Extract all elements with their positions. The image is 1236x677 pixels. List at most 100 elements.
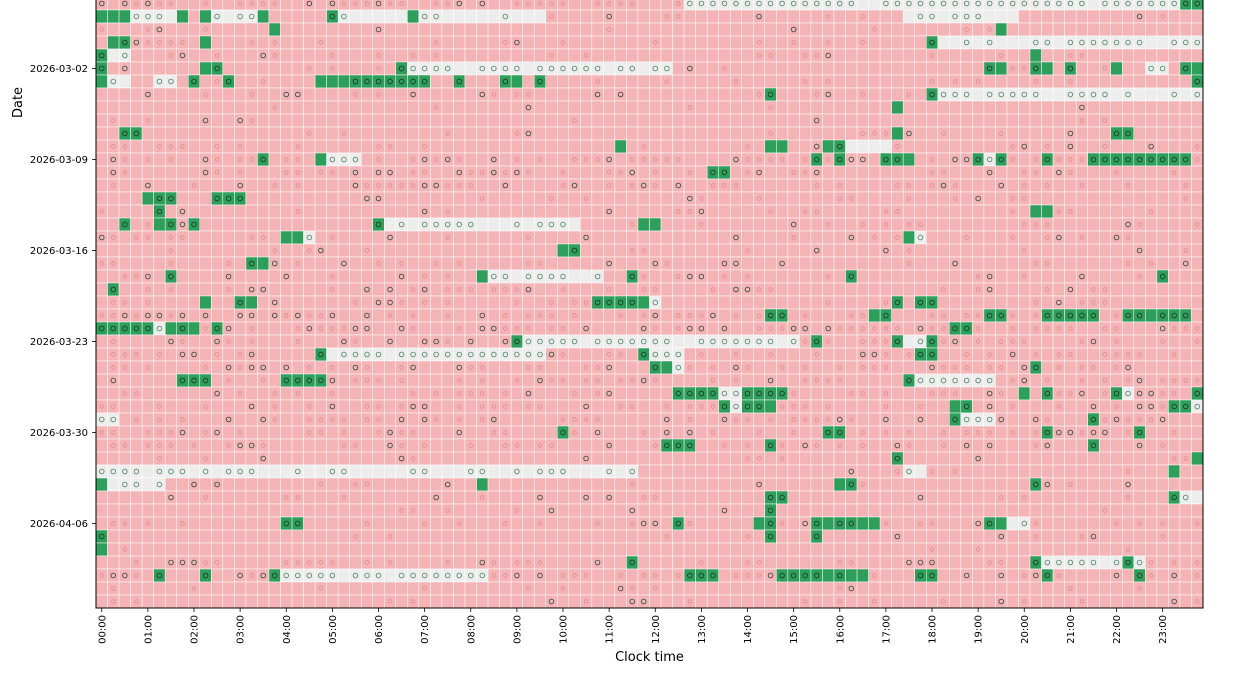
heatmap-cell: [360, 516, 374, 531]
heatmap-cell: [660, 165, 673, 180]
heatmap-cell: [199, 334, 212, 349]
cell-marker: [1067, 130, 1074, 137]
heatmap-cell: [1018, 87, 1031, 102]
heatmap-cell: [706, 308, 719, 323]
heatmap-cell: [891, 308, 904, 323]
heatmap-cell: [453, 529, 466, 544]
heatmap-cell: [141, 373, 154, 388]
heatmap-cell: [695, 178, 708, 193]
heatmap-cell: [949, 529, 962, 544]
heatmap-cell: [983, 217, 996, 232]
heatmap-cell: [672, 126, 685, 141]
heatmap-cell: [949, 503, 962, 518]
heatmap-cell: [729, 204, 742, 219]
heatmap-cell: [983, 74, 996, 89]
heatmap-cell: [1029, 321, 1042, 336]
heatmap-cell: [983, 542, 996, 557]
heatmap-cell: [914, 9, 927, 24]
heatmap-cell: [706, 451, 719, 466]
heatmap-cell: [510, 35, 523, 50]
heatmap-cell: [245, 178, 258, 193]
heatmap-cell: [1168, 204, 1181, 219]
heatmap-cell: [960, 438, 973, 453]
cell-marker: [1195, 144, 1200, 149]
cell-marker: [664, 65, 670, 72]
heatmap-cell: [407, 594, 420, 609]
heatmap-cell: [211, 516, 224, 531]
heatmap-cell: [914, 48, 927, 63]
cell-marker: [1056, 0, 1062, 7]
heatmap-cell: [580, 22, 593, 37]
heatmap-cell: [199, 178, 212, 193]
cell-marker: [203, 1, 208, 6]
heatmap-cell: [280, 321, 293, 336]
heatmap-cell: [568, 347, 581, 362]
heatmap-cell: [568, 165, 581, 180]
heatmap-cell: [384, 282, 397, 297]
heatmap-cell: [1006, 35, 1019, 50]
heatmap-cell: [107, 9, 120, 24]
cell-marker: [421, 182, 428, 189]
cell-marker: [1125, 156, 1131, 163]
heatmap-cell: [441, 178, 454, 193]
heatmap-cell: [1018, 217, 1031, 232]
heatmap-cell: [245, 438, 258, 453]
heatmap-cell: [1006, 100, 1019, 115]
heatmap-cell: [384, 256, 397, 271]
heatmap-cell: [1145, 581, 1158, 596]
heatmap-cell: [776, 386, 789, 401]
heatmap-cell: [453, 230, 466, 245]
heatmap-cell: [741, 230, 754, 245]
heatmap-cell: [580, 334, 593, 349]
heatmap-cell: [591, 308, 604, 323]
heatmap-cell: [384, 152, 397, 167]
heatmap-cell: [430, 243, 443, 258]
heatmap-cell: [983, 347, 996, 362]
heatmap-cell: [1191, 347, 1204, 362]
heatmap-cell: [222, 126, 235, 141]
heatmap-cell: [545, 269, 558, 284]
heatmap-cell: [753, 48, 766, 63]
heatmap-cell: [199, 61, 212, 76]
heatmap-cell: [476, 568, 489, 583]
heatmap-cell: [1018, 113, 1031, 128]
heatmap-cell: [314, 282, 327, 297]
heatmap-cell: [845, 451, 858, 466]
heatmap-cell: [729, 451, 742, 466]
heatmap-cell: [822, 438, 835, 453]
heatmap-cell: [453, 243, 466, 258]
heatmap-cell: [741, 425, 754, 440]
heatmap-cell: [1029, 282, 1042, 297]
cell-marker: [710, 169, 716, 176]
heatmap-cell: [211, 295, 224, 310]
heatmap-cell: [418, 9, 431, 24]
heatmap-cell: [1156, 373, 1169, 388]
heatmap-cell: [453, 191, 466, 206]
heatmap-cell: [683, 282, 696, 297]
cell-marker: [952, 183, 958, 188]
heatmap-cell: [1168, 308, 1181, 323]
heatmap-cell: [533, 165, 546, 180]
heatmap-cell: [591, 61, 604, 76]
heatmap-cell: [729, 412, 742, 427]
heatmap-cell: [937, 490, 950, 505]
cell-marker: [560, 170, 566, 175]
heatmap-cell: [695, 87, 708, 102]
cell-marker: [641, 157, 646, 162]
heatmap-cell: [188, 347, 201, 362]
heatmap-cell: [983, 438, 996, 453]
heatmap-cell: [603, 191, 616, 206]
heatmap-cell: [1191, 490, 1204, 505]
heatmap-cell: [268, 581, 281, 596]
heatmap-cell: [372, 321, 385, 336]
heatmap-cell: [822, 360, 835, 375]
heatmap-cell: [395, 74, 408, 89]
heatmap-cell: [1041, 152, 1054, 167]
heatmap-cell: [626, 178, 639, 193]
cell-marker: [1195, 157, 1200, 162]
heatmap-cell: [280, 334, 293, 349]
heatmap-cell: [1087, 555, 1100, 570]
heatmap-cell: [695, 581, 708, 596]
cell-marker: [756, 53, 762, 58]
heatmap-cell: [718, 152, 731, 167]
